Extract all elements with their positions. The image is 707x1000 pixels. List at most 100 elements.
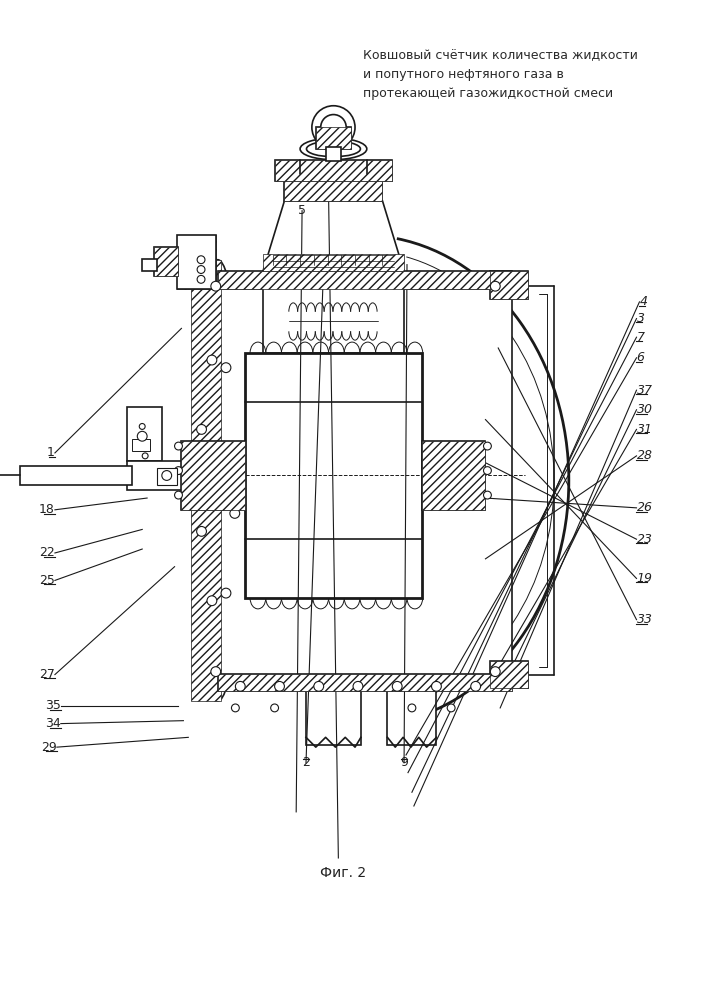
Bar xyxy=(491,271,527,299)
Text: 29: 29 xyxy=(41,741,57,754)
Bar xyxy=(491,271,527,299)
Ellipse shape xyxy=(306,141,361,157)
Circle shape xyxy=(197,526,206,536)
Text: 22: 22 xyxy=(39,546,55,559)
Bar xyxy=(142,259,157,271)
Circle shape xyxy=(197,424,206,434)
Bar xyxy=(182,441,245,510)
Bar xyxy=(316,127,351,149)
Text: 4: 4 xyxy=(639,295,648,308)
Circle shape xyxy=(142,453,148,459)
Text: 33: 33 xyxy=(636,613,653,626)
Circle shape xyxy=(175,467,182,475)
Text: Ковшовый счётчик количества жидкости
и попутного нефтяного газа в
протекающей га: Ковшовый счётчик количества жидкости и п… xyxy=(363,49,638,100)
Text: 27: 27 xyxy=(39,668,55,681)
Bar xyxy=(245,353,421,598)
Text: 2: 2 xyxy=(302,756,310,769)
Bar xyxy=(127,461,182,490)
Text: 37: 37 xyxy=(636,384,653,397)
Bar xyxy=(491,661,527,688)
Circle shape xyxy=(221,588,231,598)
Circle shape xyxy=(312,106,355,149)
Text: 8: 8 xyxy=(325,188,332,201)
Text: 19: 19 xyxy=(636,572,653,585)
Circle shape xyxy=(211,281,221,291)
Bar xyxy=(127,407,162,461)
Circle shape xyxy=(139,424,145,429)
Bar xyxy=(284,181,382,201)
Circle shape xyxy=(211,667,221,677)
Circle shape xyxy=(230,442,240,452)
Text: 7: 7 xyxy=(636,331,645,344)
Text: 26: 26 xyxy=(636,501,653,514)
Bar xyxy=(218,271,512,289)
Bar xyxy=(274,160,392,181)
Circle shape xyxy=(197,256,205,264)
Bar xyxy=(326,147,341,161)
Ellipse shape xyxy=(192,260,243,701)
Circle shape xyxy=(471,681,481,691)
Bar xyxy=(154,247,178,276)
Circle shape xyxy=(274,681,284,691)
Circle shape xyxy=(207,355,217,365)
Bar xyxy=(177,235,216,289)
Circle shape xyxy=(314,681,324,691)
Text: 1: 1 xyxy=(47,446,55,459)
Circle shape xyxy=(175,491,182,499)
Text: 34: 34 xyxy=(45,717,61,730)
Circle shape xyxy=(221,363,231,373)
Text: 3: 3 xyxy=(636,312,645,325)
Text: 6: 6 xyxy=(636,351,645,364)
Polygon shape xyxy=(263,201,404,271)
Text: 28: 28 xyxy=(636,449,653,462)
Circle shape xyxy=(484,467,491,475)
Circle shape xyxy=(408,704,416,712)
Circle shape xyxy=(491,281,500,291)
Text: 35: 35 xyxy=(45,699,61,712)
Bar xyxy=(182,441,245,510)
Circle shape xyxy=(491,667,500,677)
Circle shape xyxy=(392,681,402,691)
Circle shape xyxy=(175,442,182,450)
Bar xyxy=(263,271,404,353)
Bar xyxy=(20,466,132,485)
Circle shape xyxy=(137,431,147,441)
Bar xyxy=(132,439,150,451)
Bar xyxy=(192,260,221,701)
Circle shape xyxy=(235,681,245,691)
Bar xyxy=(491,661,527,688)
Text: 25: 25 xyxy=(39,574,55,587)
Text: 31: 31 xyxy=(636,423,653,436)
Circle shape xyxy=(197,275,205,283)
Circle shape xyxy=(431,681,441,691)
Circle shape xyxy=(162,471,172,480)
Text: 9: 9 xyxy=(400,756,408,769)
Circle shape xyxy=(484,442,491,450)
Text: 5: 5 xyxy=(298,204,306,217)
Bar xyxy=(421,441,486,510)
Circle shape xyxy=(353,681,363,691)
Bar xyxy=(421,441,486,510)
Bar xyxy=(218,674,512,691)
Circle shape xyxy=(484,491,491,499)
Text: Фиг. 2: Фиг. 2 xyxy=(320,866,366,880)
Bar xyxy=(218,674,512,691)
Text: 18: 18 xyxy=(39,503,55,516)
Circle shape xyxy=(207,596,217,606)
Bar xyxy=(177,235,216,289)
Text: 23: 23 xyxy=(636,533,653,546)
Circle shape xyxy=(271,704,279,712)
Text: 30: 30 xyxy=(636,403,653,416)
Circle shape xyxy=(231,704,239,712)
Ellipse shape xyxy=(300,138,367,160)
Circle shape xyxy=(197,266,205,273)
Bar xyxy=(387,691,436,745)
Circle shape xyxy=(230,508,240,518)
Bar xyxy=(154,247,178,276)
Circle shape xyxy=(448,704,455,712)
Bar xyxy=(218,271,512,289)
Bar xyxy=(274,160,392,181)
Bar xyxy=(284,181,382,201)
Circle shape xyxy=(321,115,346,140)
Bar xyxy=(218,274,512,686)
